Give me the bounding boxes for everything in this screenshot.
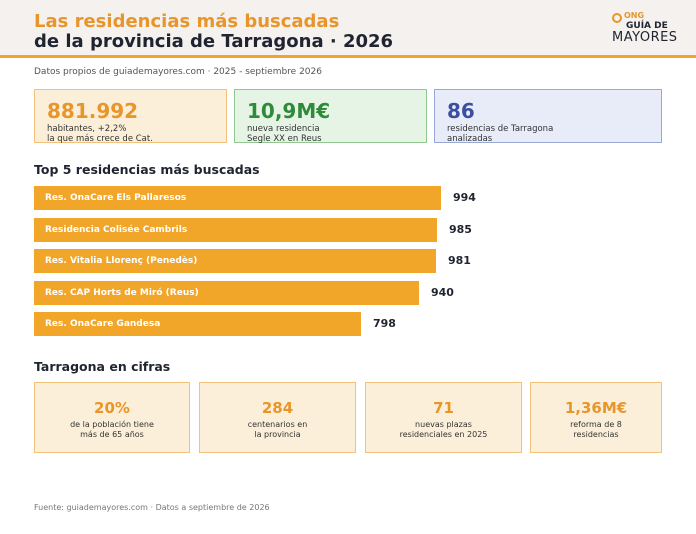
kpi-card-habitantes: 881.992 habitantes, +2,2% la que más cre… [34, 89, 227, 144]
kpi-value: 10,9M€ [247, 99, 331, 123]
logo-ong-text: ONG [624, 11, 645, 20]
chart-title: Top 5 residencias más buscadas [34, 162, 260, 177]
logo-mayores-text: MAYORES [612, 30, 678, 45]
kpi-value: 881.992 [47, 99, 139, 123]
bar-label: Res. OnaCare Els Pallaresos [45, 193, 187, 203]
bar-value-label: 940 [431, 286, 454, 299]
stat-desc-line2: la provincia [254, 430, 301, 439]
stat-desc-line1: nuevas plazas [415, 420, 472, 429]
kpi-card-nueva-residencia: 10,9M€ nueva residencia Segle XX en Reus [234, 89, 427, 144]
bar-label: Residencia Colisée Cambrils [45, 225, 188, 235]
footer-source: Fuente: guiademayores.com · Datos a sept… [34, 503, 270, 512]
kpi-desc-line2: analizadas [447, 134, 493, 144]
kpi-desc-line1: residencias de Tarragona [447, 124, 554, 134]
stat-card-centenarios: 284 centenarios en la provincia [199, 382, 356, 453]
kpi-desc-line1: nueva residencia [247, 124, 320, 134]
bar-label: Res. Vitalia Llorenç (Penedès) [45, 256, 198, 266]
stat-card-poblacion: 20% de la población tiene más de 65 años [34, 382, 190, 453]
bar-value-label: 798 [373, 317, 396, 330]
logo: ONG GUÍA DE MAYORES [606, 11, 686, 47]
stat-card-reforma: 1,36M€ reforma de 8 residencias [530, 382, 662, 453]
kpi-desc-line1: habitantes, +2,2% [47, 124, 127, 134]
stat-value: 284 [261, 399, 294, 417]
bar-label: Res. OnaCare Gandesa [45, 319, 161, 329]
kpi-card-residencias-analizadas: 86 residencias de Tarragona analizadas [434, 89, 662, 144]
stat-desc-line1: de la población tiene [70, 420, 154, 429]
bar-value-label: 985 [449, 223, 472, 236]
bar [34, 186, 441, 210]
stat-desc-line2: más de 65 años [80, 430, 144, 439]
bar-label: Res. CAP Horts de Miró (Reus) [45, 288, 199, 298]
cifras-title: Tarragona en cifras [34, 359, 171, 374]
stat-value: 20% [94, 399, 130, 417]
stat-desc-line2: residenciales en 2025 [399, 430, 488, 439]
subtitle: Datos propios de guiademayores.com · 202… [34, 67, 322, 77]
logo-circle-icon [612, 13, 622, 23]
bar [34, 218, 437, 242]
stat-value: 71 [433, 399, 454, 417]
bar-value-label: 981 [448, 254, 471, 267]
kpi-value: 86 [447, 99, 475, 123]
bar [34, 249, 436, 273]
page-title-line1: Las residencias más buscadas [34, 11, 340, 32]
stat-desc-line1: centenarios en [247, 420, 308, 429]
logo-guia-text: GUÍA DE [626, 21, 668, 31]
bar [34, 281, 419, 305]
page-title-line2: de la provincia de Tarragona · 2026 [34, 31, 394, 52]
stat-value: 1,36M€ [564, 399, 628, 417]
bar [34, 312, 361, 336]
kpi-desc-line2: Segle XX en Reus [247, 134, 322, 144]
kpi-desc-line2: la que más crece de Cat. [47, 134, 153, 144]
stat-card-plazas: 71 nuevas plazas residenciales en 2025 [365, 382, 522, 453]
stat-desc-line1: reforma de 8 [570, 420, 622, 429]
stat-desc-line2: residencias [573, 430, 619, 439]
bar-value-label: 994 [453, 191, 476, 204]
header: Las residencias más buscadas de la provi… [0, 0, 696, 58]
